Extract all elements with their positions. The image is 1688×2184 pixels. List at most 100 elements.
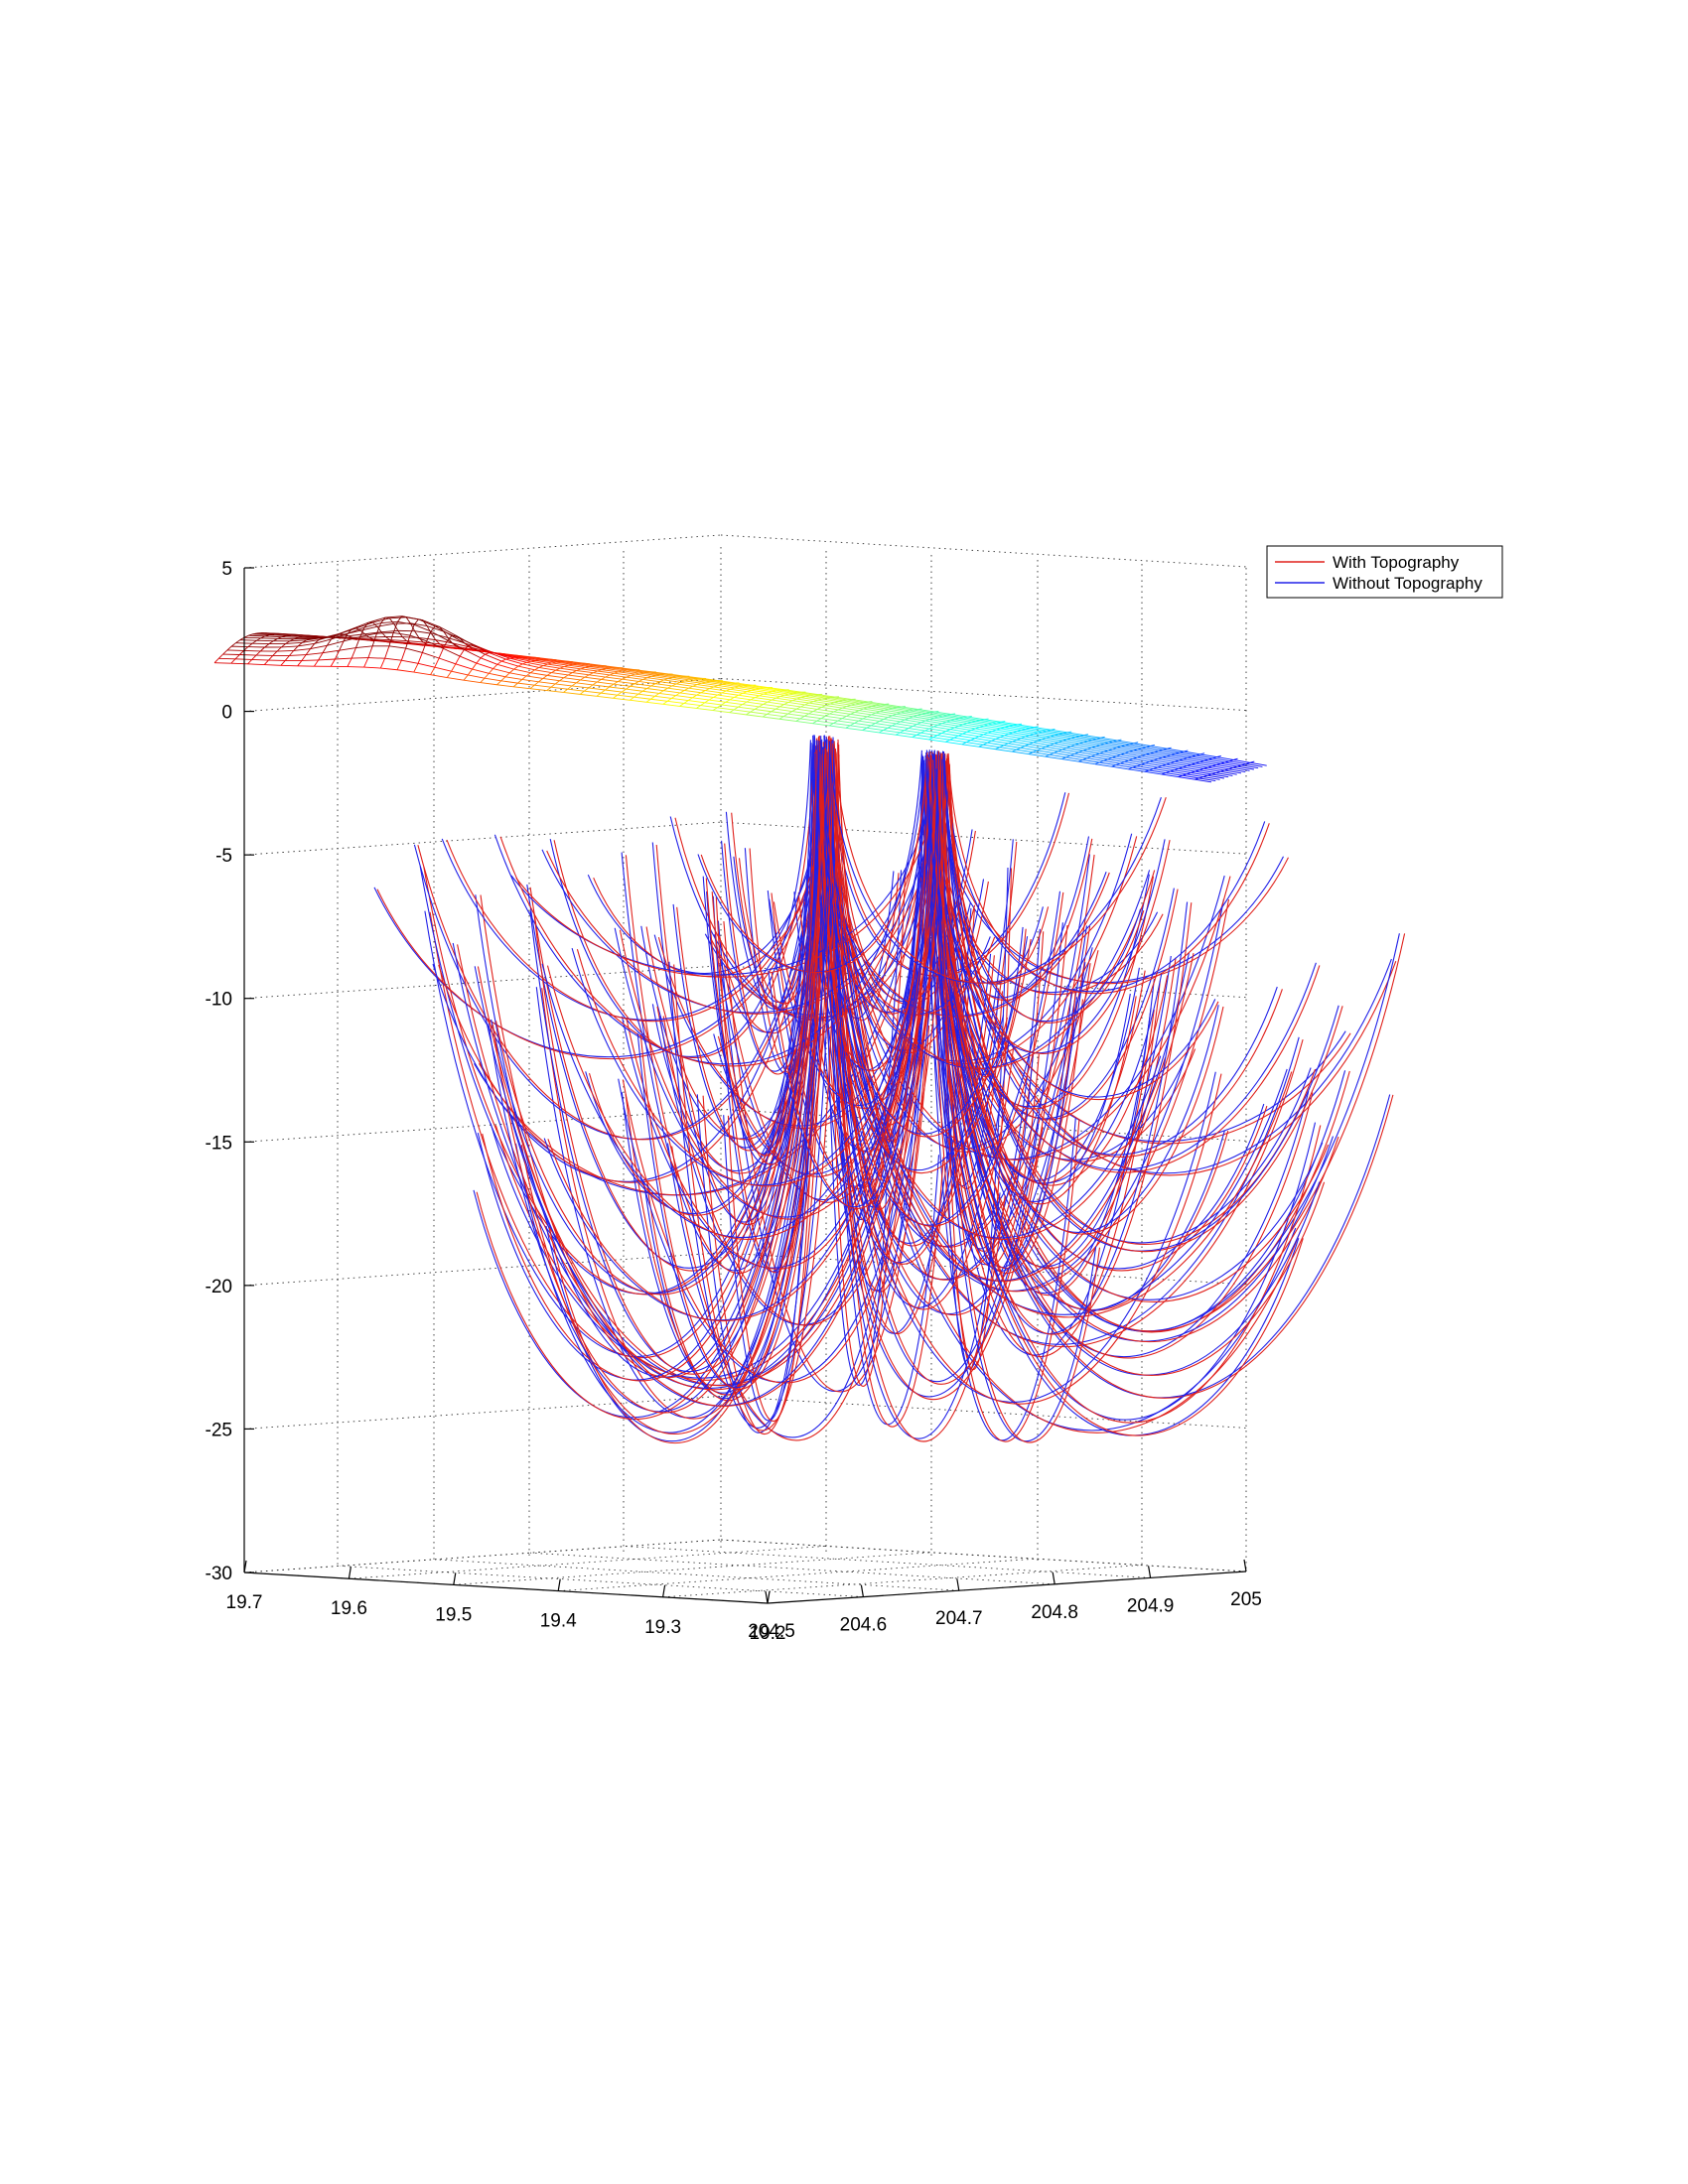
surface-mesh-line (950, 720, 968, 724)
surface-mesh-line (306, 652, 324, 655)
surface-mesh-line (322, 645, 328, 653)
surface-mesh-line (879, 732, 897, 736)
surface-mesh-line (1150, 752, 1167, 757)
surface-mesh-line (696, 705, 701, 709)
surface-mesh-line (671, 685, 689, 689)
surface-mesh-line (820, 718, 838, 722)
surface-mesh-line (941, 721, 947, 725)
surface-mesh-line (700, 705, 718, 709)
surface-mesh-line (941, 723, 959, 727)
surface-mesh-line (920, 732, 938, 737)
surface-mesh-line (954, 718, 960, 721)
surface-mesh-line (729, 709, 735, 714)
surface-mesh-line (867, 707, 885, 711)
surface-mesh-line (1033, 751, 1051, 755)
surface-mesh-line (1183, 758, 1200, 762)
ray-path-with-topography (830, 739, 1293, 1318)
ray-path-with-topography (837, 743, 931, 1211)
surface-mesh-line (645, 698, 651, 703)
surface-mesh-line (517, 665, 535, 671)
surface-mesh-line (693, 678, 711, 682)
surface-mesh-line (709, 688, 727, 692)
surface-mesh-line (596, 692, 602, 697)
surface-mesh-line (452, 647, 458, 650)
surface-mesh-line (742, 704, 760, 708)
surface-mesh-line (560, 661, 578, 665)
surface-mesh-line (714, 680, 732, 684)
surface-mesh-line (1116, 755, 1134, 759)
surface-mesh-line (667, 678, 685, 682)
surface-mesh-line (1179, 759, 1196, 764)
legend: With Topography Without Topography (1266, 545, 1503, 599)
surface-mesh-line (1215, 770, 1221, 773)
surface-mesh-line (768, 692, 785, 696)
surface-mesh-line (870, 723, 876, 727)
surface-mesh-line (850, 713, 868, 718)
surface-mesh-line (1074, 751, 1079, 754)
surface-mesh-line (783, 702, 789, 705)
surface-mesh-line (713, 697, 731, 701)
z-tick-label: 0 (221, 703, 232, 724)
ray-path-without-topography (933, 751, 1189, 1335)
ray-path-with-topography (533, 742, 827, 1375)
surface-mesh-line (1079, 735, 1084, 737)
surface-mesh-line (775, 690, 793, 694)
surface-mesh-line (1129, 751, 1146, 755)
surface-mesh-line (828, 723, 834, 727)
surface-mesh-line (1107, 756, 1113, 760)
surface-mesh-line (887, 725, 893, 729)
surface-mesh-line (871, 705, 877, 708)
surface-mesh-line (567, 688, 585, 692)
surface-mesh-line (601, 668, 607, 671)
surface-mesh-line (1042, 730, 1047, 733)
surface-mesh-line (1178, 766, 1184, 769)
surface-mesh-line (405, 647, 423, 653)
surface-mesh-line (750, 711, 768, 715)
surface-mesh-line (1187, 763, 1192, 766)
surface-mesh-line (662, 687, 668, 692)
surface-mesh-line (705, 690, 723, 694)
surface-mesh-line (1228, 759, 1234, 762)
surface-mesh-line (571, 685, 589, 689)
surface-mesh-line (1046, 730, 1063, 735)
ray-path-without-topography (929, 753, 1400, 1332)
surface-mesh-line (610, 667, 628, 671)
surface-mesh-line (812, 723, 830, 727)
floor-grid-line (453, 1552, 931, 1585)
ray-path-with-topography (948, 763, 1283, 1158)
surface-mesh-line (1141, 748, 1159, 751)
surface-mesh-line (846, 706, 864, 710)
surface-mesh-line (896, 734, 913, 739)
surface-mesh-line (1029, 733, 1035, 737)
ray-path-with-topography (825, 749, 1156, 1069)
surface-mesh-line (1149, 767, 1154, 771)
surface-mesh-line (430, 625, 436, 632)
ray-path-with-topography (928, 760, 1321, 1173)
surface-mesh-line (447, 639, 465, 650)
surface-mesh-line (837, 718, 843, 722)
surface-mesh-line (247, 663, 265, 666)
surface-mesh-line (526, 660, 531, 663)
surface-mesh-line (833, 723, 851, 727)
surface-mesh-line (1099, 744, 1117, 749)
surface-mesh-line (995, 747, 1000, 751)
surface-mesh-line (913, 726, 930, 730)
surface-mesh-line (904, 717, 910, 721)
surface-mesh-line (484, 673, 490, 679)
surface-mesh-line (984, 718, 989, 721)
ray-path-without-topography (830, 749, 940, 1426)
surface-mesh-line (1094, 761, 1100, 765)
surface-mesh-line (738, 704, 743, 708)
surface-mesh-line (344, 633, 349, 637)
surface-mesh-line (480, 682, 497, 686)
surface-mesh-line (912, 737, 929, 741)
surface-mesh-line (600, 689, 606, 694)
surface-mesh-line (347, 628, 352, 634)
surface-mesh-line (850, 703, 856, 706)
surface-mesh-line (966, 730, 972, 733)
surface-mesh-line (954, 727, 972, 732)
surface-mesh-line (1224, 760, 1230, 763)
surface-mesh-line (954, 719, 972, 723)
surface-mesh-line (431, 645, 437, 647)
